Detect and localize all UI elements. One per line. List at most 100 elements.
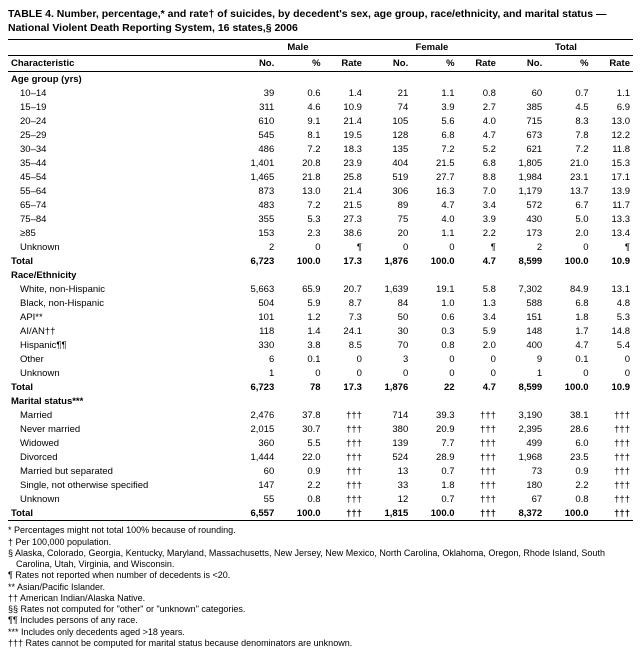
cell: 0.6 <box>411 310 457 324</box>
cell: 147 <box>231 478 277 492</box>
cell: 1,465 <box>231 170 277 184</box>
row-label: White, non-Hispanic <box>8 282 231 296</box>
cell: 23.1 <box>545 170 591 184</box>
total-cell: 100.0 <box>277 254 323 268</box>
cell: 21.5 <box>411 156 457 170</box>
total-cell: ††† <box>324 506 365 521</box>
cell: ††† <box>592 436 633 450</box>
header-rate: Rate <box>324 56 365 72</box>
total-cell: 17.3 <box>324 380 365 394</box>
total-cell: 10.9 <box>592 254 633 268</box>
cell: 8.8 <box>458 170 499 184</box>
cell: 1,444 <box>231 450 277 464</box>
cell: 0 <box>277 240 323 254</box>
cell: 148 <box>499 324 545 338</box>
cell: 11.7 <box>592 198 633 212</box>
total-cell: 4.7 <box>458 380 499 394</box>
footnote: § Alaska, Colorado, Georgia, Kentucky, M… <box>8 548 633 571</box>
cell: 13.0 <box>277 184 323 198</box>
cell: 23.9 <box>324 156 365 170</box>
cell: 0.8 <box>277 492 323 506</box>
cell: 5,663 <box>231 282 277 296</box>
cell: 673 <box>499 128 545 142</box>
cell: 1,639 <box>365 282 411 296</box>
header-no: No. <box>365 56 411 72</box>
table-body: Age group (yrs)10–14390.61.4211.10.8600.… <box>8 72 633 521</box>
footnote: *** Includes only decedents aged >18 yea… <box>8 627 633 638</box>
cell: 499 <box>499 436 545 450</box>
row-label: Unknown <box>8 366 231 380</box>
cell: 173 <box>499 226 545 240</box>
row-label: 25–29 <box>8 128 231 142</box>
footnote: †† American Indian/Alaska Native. <box>8 593 633 604</box>
cell: 2 <box>231 240 277 254</box>
cell: 360 <box>231 436 277 450</box>
cell: 13 <box>365 464 411 478</box>
cell: 22.0 <box>277 450 323 464</box>
row-label: Unknown <box>8 240 231 254</box>
cell: 714 <box>365 408 411 422</box>
cell: 7.2 <box>411 142 457 156</box>
cell: 13.7 <box>545 184 591 198</box>
cell: ††† <box>592 464 633 478</box>
section-label: Race/Ethnicity <box>8 268 633 282</box>
cell: 7.3 <box>324 310 365 324</box>
cell: 0.1 <box>277 352 323 366</box>
cell: 153 <box>231 226 277 240</box>
cell: 0 <box>458 366 499 380</box>
cell: 20.9 <box>411 422 457 436</box>
cell: 524 <box>365 450 411 464</box>
header-female: Female <box>365 40 499 56</box>
cell: 1.1 <box>411 86 457 100</box>
cell: 21 <box>365 86 411 100</box>
cell: ¶ <box>458 240 499 254</box>
cell: 4.5 <box>545 100 591 114</box>
cell: 3.8 <box>277 338 323 352</box>
cell: 873 <box>231 184 277 198</box>
row-label: 65–74 <box>8 198 231 212</box>
total-cell: 8,599 <box>499 254 545 268</box>
cell: 1.4 <box>324 86 365 100</box>
cell: 0.7 <box>411 464 457 478</box>
cell: 6.8 <box>545 296 591 310</box>
header-no: No. <box>499 56 545 72</box>
cell: 3.4 <box>458 198 499 212</box>
cell: 1.0 <box>411 296 457 310</box>
table-title: TABLE 4. Number, percentage,* and rate† … <box>8 8 633 35</box>
total-cell: 100.0 <box>411 254 457 268</box>
cell: 139 <box>365 436 411 450</box>
cell: 0.7 <box>545 86 591 100</box>
cell: 3.9 <box>411 100 457 114</box>
cell: 404 <box>365 156 411 170</box>
cell: 7.7 <box>411 436 457 450</box>
cell: 5.0 <box>545 212 591 226</box>
cell: 5.4 <box>592 338 633 352</box>
cell: 7.0 <box>458 184 499 198</box>
cell: 27.3 <box>324 212 365 226</box>
cell: 7.2 <box>545 142 591 156</box>
cell: 572 <box>499 198 545 212</box>
cell: 20 <box>365 226 411 240</box>
total-cell: 4.7 <box>458 254 499 268</box>
cell: 8.1 <box>277 128 323 142</box>
cell: 20.8 <box>277 156 323 170</box>
cell: 430 <box>499 212 545 226</box>
cell: 9 <box>499 352 545 366</box>
cell: 5.9 <box>458 324 499 338</box>
cell: 1,984 <box>499 170 545 184</box>
cell: 11.8 <box>592 142 633 156</box>
cell: 60 <box>231 464 277 478</box>
row-label: Divorced <box>8 450 231 464</box>
cell: 74 <box>365 100 411 114</box>
total-cell: 100.0 <box>545 380 591 394</box>
total-cell: 1,815 <box>365 506 411 521</box>
cell: 486 <box>231 142 277 156</box>
cell: 4.7 <box>458 128 499 142</box>
total-cell: 6,557 <box>231 506 277 521</box>
cell: 50 <box>365 310 411 324</box>
cell: 1 <box>231 366 277 380</box>
cell: 21.4 <box>324 184 365 198</box>
total-cell: 10.9 <box>592 380 633 394</box>
cell: 84.9 <box>545 282 591 296</box>
cell: 3.9 <box>458 212 499 226</box>
